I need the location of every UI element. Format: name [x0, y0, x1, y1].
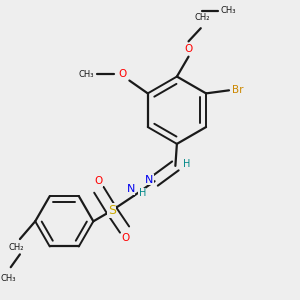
Text: H: H	[139, 188, 146, 199]
Text: Br: Br	[232, 85, 244, 95]
Text: CH₃: CH₃	[79, 70, 94, 79]
Text: S: S	[108, 204, 116, 217]
Text: N: N	[145, 175, 153, 185]
Text: N: N	[127, 184, 135, 194]
Text: CH₃: CH₃	[220, 6, 236, 15]
Text: CH₃: CH₃	[1, 274, 16, 283]
Text: CH₂: CH₂	[8, 243, 24, 252]
Text: O: O	[184, 44, 193, 54]
Text: O: O	[94, 176, 102, 186]
Text: CH₂: CH₂	[194, 13, 210, 22]
Text: H: H	[183, 159, 191, 170]
Text: O: O	[122, 233, 130, 243]
Text: O: O	[118, 69, 127, 80]
